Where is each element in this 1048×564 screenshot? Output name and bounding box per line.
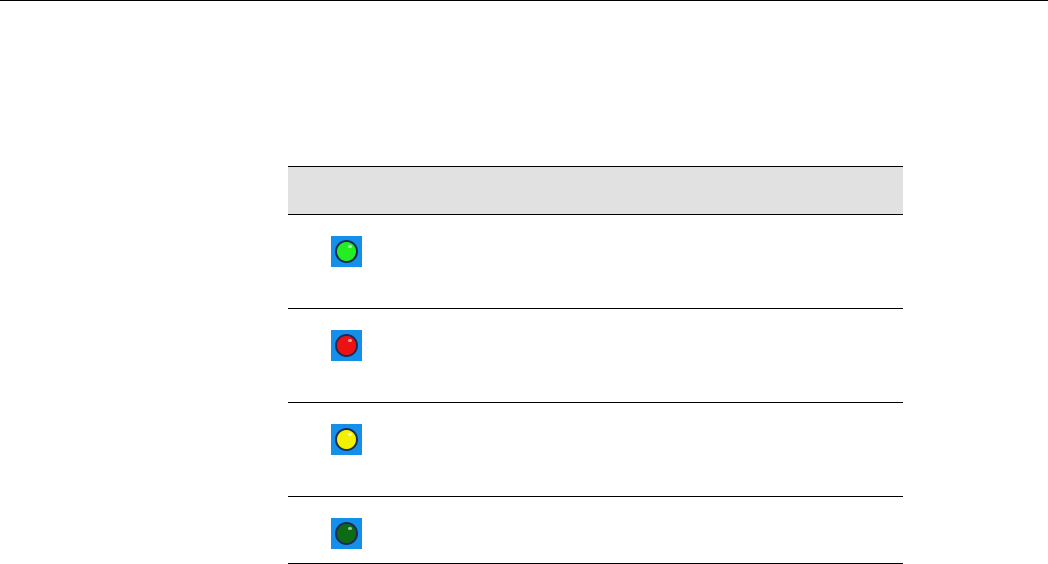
top-divider bbox=[0, 0, 1048, 1]
status-green-light-icon bbox=[331, 236, 362, 267]
status-dot bbox=[335, 334, 358, 357]
status-yellow-light-icon bbox=[331, 424, 362, 455]
status-dark-green-light-icon bbox=[331, 518, 362, 549]
status-dot bbox=[335, 240, 358, 263]
status-dot bbox=[335, 522, 358, 545]
table-row bbox=[288, 215, 903, 309]
status-dot bbox=[335, 428, 358, 451]
table-row bbox=[288, 309, 903, 403]
table-row bbox=[288, 403, 903, 497]
status-legend-table bbox=[288, 166, 903, 564]
status-red-light-icon bbox=[331, 330, 362, 361]
table-row bbox=[288, 497, 903, 564]
table-header bbox=[288, 166, 903, 215]
